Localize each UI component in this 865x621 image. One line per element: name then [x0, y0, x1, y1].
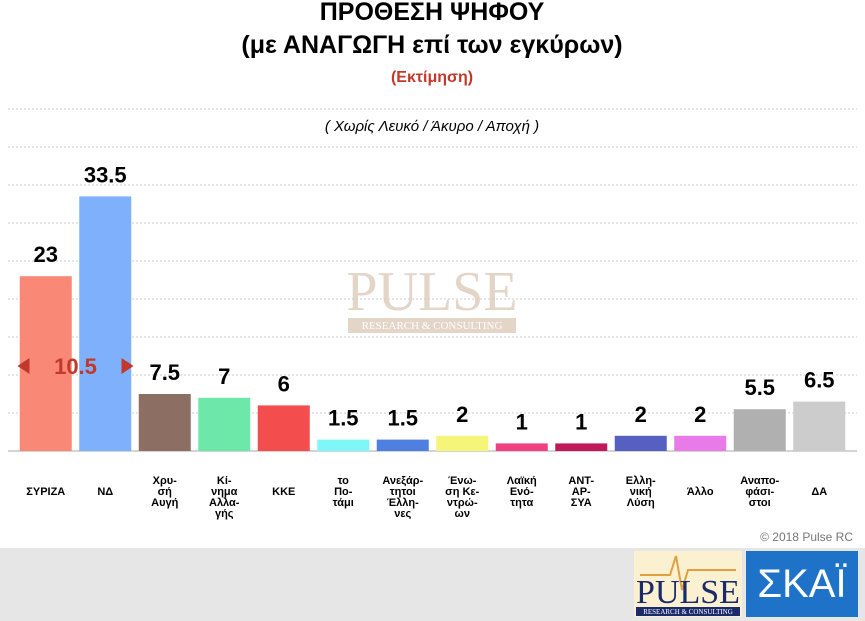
value-label: 1 — [575, 409, 587, 434]
value-label: 1.5 — [387, 406, 418, 431]
watermark-band — [348, 318, 516, 333]
x-tick-label: Λαϊκή Ενό- τητα — [506, 475, 537, 509]
x-tick-label: το Πο- τάμι — [332, 475, 354, 509]
bar — [555, 443, 608, 451]
x-tick-label: ΑΝΤ- ΑΡ- ΣΥΑ — [568, 475, 595, 509]
x-tick-label: Ελλη- νική Λύση — [625, 475, 656, 509]
x-tick-label: Κί- νημα Αλλα- γής — [209, 475, 240, 520]
value-label: 7.5 — [149, 360, 180, 385]
x-tick-label: ΝΔ — [97, 486, 114, 498]
pulse-logo-line — [640, 555, 736, 591]
annotation-arrow-left — [17, 358, 30, 374]
value-label: 6 — [278, 371, 290, 396]
value-label: 2 — [456, 402, 468, 427]
bar — [674, 435, 727, 451]
value-label: 2 — [635, 402, 647, 427]
watermark-brand: PULSE — [346, 261, 517, 323]
skai-logo-text: ΣΚΑΪ — [757, 562, 847, 606]
x-tick-label: Ένω- ση Κε- ντρώ- ων — [445, 475, 480, 520]
value-label: 23 — [34, 242, 58, 267]
watermark: PULSE RESEARCH & CONSULTING — [346, 261, 518, 333]
value-label: 1 — [516, 409, 528, 434]
bar — [495, 443, 548, 451]
skai-logo — [746, 551, 858, 617]
pulse-logo-tagline: RESEARCH & CONSULTING — [643, 608, 733, 616]
bar — [376, 439, 429, 451]
x-tick-label: Αναπο- φάσι- στοι — [740, 475, 780, 509]
bar — [793, 401, 846, 451]
value-label: 2 — [694, 402, 706, 427]
bar — [614, 435, 667, 451]
bar — [79, 196, 132, 451]
bar — [257, 405, 310, 451]
value-label: 7 — [218, 364, 230, 389]
annotation-arrow-right — [121, 358, 134, 374]
x-tick-label: ΚΚΕ — [272, 486, 296, 498]
x-tick-label: Ανεξάρ- τητοι Έλλη- νες — [382, 475, 424, 520]
x-tick-label: Χρυ- σή Αυγή — [151, 475, 179, 509]
note: ( Χωρίς Λευκό / Άκυρο / Αποχή ) — [325, 118, 539, 135]
pulse-logo — [634, 551, 742, 617]
bar — [436, 435, 489, 451]
estimate-note: (Εκτίμηση) — [391, 69, 473, 86]
copyright: © 2018 Pulse RC — [760, 530, 853, 544]
x-tick-label: ΔΑ — [811, 486, 828, 498]
chart-title: ΠΡΟΘΕΣΗ ΨΗΦΟΥ — [320, 0, 545, 26]
x-tick-label: ΣΥΡΙΖΑ — [26, 486, 66, 498]
value-label: 6.5 — [804, 368, 835, 393]
value-label: 1.5 — [328, 406, 359, 431]
value-label: 5.5 — [744, 375, 775, 400]
annotation: 10.5 — [54, 354, 97, 379]
bar — [198, 397, 251, 451]
x-tick-label: Άλλο — [686, 486, 714, 498]
bar — [733, 409, 786, 451]
chart-subtitle: (με ΑΝΑΓΩΓΗ επί των εγκύρων) — [241, 31, 622, 59]
pulse-logo-text: PULSE — [636, 574, 740, 611]
bar — [317, 439, 370, 451]
value-label: 33.5 — [84, 162, 127, 187]
pulse-logo-band — [636, 607, 740, 616]
watermark-tagline: RESEARCH & CONSULTING — [362, 320, 503, 332]
bar — [138, 394, 191, 451]
